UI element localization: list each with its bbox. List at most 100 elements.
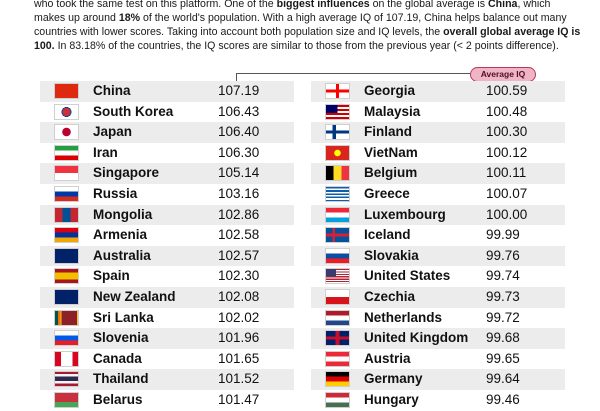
iq-value: 102.30 [218,268,260,284]
flag-slovenia-icon [54,330,79,347]
intro-bold-percent: 18% [118,12,141,24]
country-name: Luxembourg [364,206,446,222]
country-name: Japan [93,124,133,140]
country-name: Hungary [364,391,419,407]
iq-value: 101.47 [218,391,260,407]
table-row: Armenia 102.58 [40,225,294,246]
country-name: Singapore [93,165,160,181]
table-row: Germany 99.64 [311,369,565,390]
iq-value: 100.48 [486,103,528,119]
intro-bold-global: overall global average IQ is 100. [34,26,581,52]
iq-value: 100.00 [486,206,528,222]
table-row: Singapore 105.14 [40,163,294,184]
iq-value: 106.40 [218,124,260,140]
intro-text-e: , which makes up around [34,0,551,24]
flag-new-zealand-icon [54,288,79,305]
table-row: Thailand 101.52 [40,369,294,390]
table-row: China 107.19 [40,81,294,102]
country-name: Russia [93,185,138,201]
table-row: Belarus 101.47 [40,390,294,411]
country-name: VietNam [364,144,418,160]
country-name: Canada [93,350,142,366]
flag-czechia-icon [325,288,350,305]
country-name: South Korea [93,103,174,119]
iq-value: 101.65 [218,350,260,366]
table-row: Slovakia 99.76 [311,245,565,267]
table-row: Mongolia 102.86 [40,204,294,226]
flag-finland-icon [325,124,350,141]
iq-value: 102.02 [218,309,260,325]
flag-russia-icon [54,185,79,202]
country-name: Slovakia [364,247,419,263]
flag-slovakia-icon [325,247,350,264]
flag-china-icon [54,83,79,99]
country-name: Sri Lanka [93,309,154,325]
iq-value: 105.14 [218,165,260,181]
flag-armenia-icon [54,227,79,244]
table-row: Netherlands 99.72 [311,308,565,329]
flag-united-kingdom-icon [325,330,350,347]
table-row: Spain 102.30 [40,266,294,287]
table-row: Austria 99.65 [311,349,565,370]
flag-georgia-icon [325,83,350,99]
iq-value: 99.65 [486,350,520,366]
iq-value: 102.57 [218,247,260,263]
country-name: China [93,83,131,98]
country-name: Malaysia [364,103,421,119]
country-name: Armenia [93,227,148,243]
flag-south-korea-icon [54,103,79,120]
country-name: Netherlands [364,309,443,325]
iq-value: 99.68 [486,330,520,346]
right-ranking-column: Georgia 100.59 Malaysia 100.48 Finland 100.… [311,81,565,411]
intro-bold-china: China [488,0,518,10]
flag-united-states-icon [325,268,350,285]
flag-thailand-icon [54,371,79,388]
country-name: Germany [364,371,423,387]
country-name: Thailand [93,371,149,387]
iq-value: 102.08 [218,288,260,304]
iq-value: 100.30 [486,124,528,140]
flag-greece-icon [325,185,350,202]
table-row: United Kingdom 99.68 [311,328,565,349]
table-row: Czechia 99.73 [311,286,565,308]
iq-value: 99.73 [486,288,520,304]
country-name: Slovenia [93,330,149,346]
flag-spain-icon [54,268,79,285]
iq-value: 101.96 [218,330,260,346]
table-row: Malaysia 100.48 [311,102,565,123]
table-row: Iran 106.30 [40,143,294,164]
intro-text-i: In 83.18% of the countries, the IQ score… [54,40,559,52]
iq-value: 100.11 [486,165,527,181]
country-name: Belarus [93,391,143,407]
country-name: Mongolia [93,206,153,222]
table-row: Australia 102.57 [40,245,294,267]
iq-value: 99.72 [486,309,520,325]
table-row: Luxembourg 100.00 [311,204,565,226]
table-row: South Korea 106.43 [40,102,294,123]
iq-value: 100.07 [486,185,528,201]
intro-text-g: of the world's population. With a high a… [34,12,567,38]
flag-malaysia-icon [325,103,350,120]
intro-paragraph: who took the same test on this platform.… [34,0,582,53]
country-name: Belgium [364,165,418,181]
country-name: Czechia [364,288,416,304]
average-iq-badge: Average IQ [470,67,536,82]
iq-value: 103.16 [218,185,260,201]
iq-value: 99.76 [486,247,520,263]
iq-value: 100.12 [486,144,528,160]
country-name: New Zealand [93,288,176,304]
intro-text-a: who took the same test on this platform.… [34,0,277,10]
country-name: United States [364,268,451,284]
table-row: Canada 101.65 [40,349,294,370]
iq-value: 102.58 [218,227,260,243]
country-name: Iceland [364,227,411,243]
flag-mongolia-icon [54,206,79,223]
flag-singapore-icon [54,165,79,182]
table-row: Japan 106.40 [40,122,294,143]
flag-australia-icon [54,247,79,264]
table-row: Russia 103.16 [40,184,294,205]
country-name: Australia [93,247,151,263]
flag-luxembourg-icon [325,206,350,223]
iq-value: 102.86 [218,206,260,222]
country-name: Austria [364,350,411,366]
